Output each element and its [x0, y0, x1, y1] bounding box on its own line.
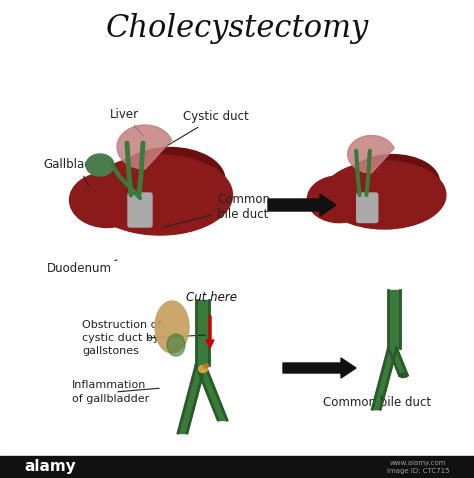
Ellipse shape	[70, 173, 145, 228]
FancyArrow shape	[283, 358, 356, 378]
Text: Inflammation
of gallbladder: Inflammation of gallbladder	[72, 380, 149, 403]
Text: Common bile duct: Common bile duct	[323, 395, 431, 409]
Text: Cholecystectomy: Cholecystectomy	[105, 12, 369, 43]
Text: Image ID: CTC715: Image ID: CTC715	[387, 468, 449, 474]
Ellipse shape	[155, 301, 189, 353]
Polygon shape	[117, 125, 172, 169]
Ellipse shape	[167, 334, 185, 356]
FancyBboxPatch shape	[128, 193, 152, 227]
FancyArrow shape	[268, 194, 336, 216]
Ellipse shape	[115, 148, 225, 213]
Text: Liver: Liver	[110, 108, 143, 136]
Ellipse shape	[88, 155, 233, 235]
Text: Cystic duct: Cystic duct	[163, 110, 249, 149]
FancyBboxPatch shape	[357, 193, 378, 222]
Ellipse shape	[86, 154, 114, 176]
Ellipse shape	[307, 176, 371, 223]
Text: Cut here: Cut here	[186, 291, 237, 304]
Text: Duodenum: Duodenum	[47, 260, 117, 275]
Ellipse shape	[346, 154, 439, 210]
FancyArrow shape	[206, 316, 214, 348]
Ellipse shape	[203, 364, 209, 368]
Ellipse shape	[399, 373, 408, 378]
Text: Obstruction of
cystic duct by
gallstones: Obstruction of cystic duct by gallstones	[82, 320, 161, 356]
Ellipse shape	[199, 366, 208, 372]
Polygon shape	[348, 135, 394, 173]
Text: alamy: alamy	[24, 459, 76, 475]
Text: Gallbladder: Gallbladder	[43, 158, 111, 185]
Ellipse shape	[323, 161, 446, 229]
Bar	[0, 456, 474, 478]
Text: www.alamy.com: www.alamy.com	[390, 460, 446, 466]
Text: Common
bile duct: Common bile duct	[163, 193, 270, 228]
